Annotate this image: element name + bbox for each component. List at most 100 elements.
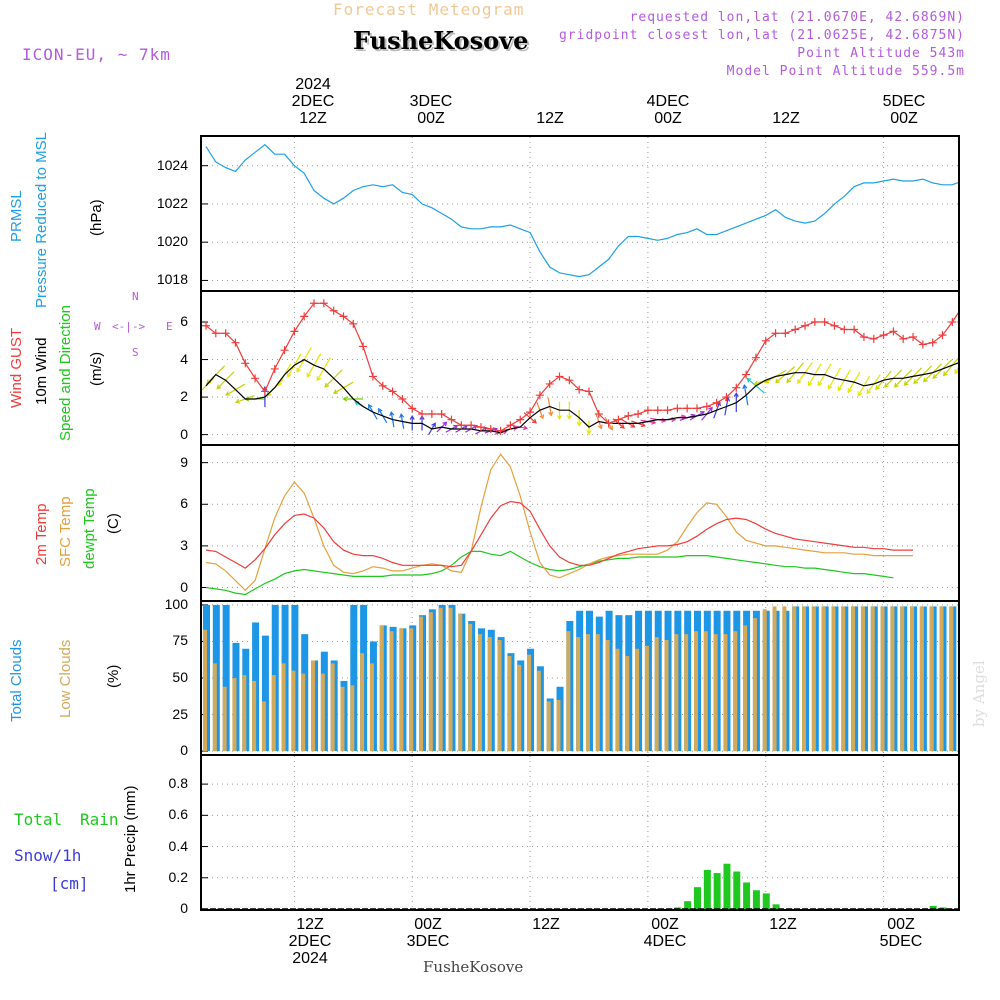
low-clouds-bar	[399, 628, 404, 752]
gust-marker	[840, 325, 849, 334]
precip-bar	[694, 887, 701, 909]
wind-arrow-head	[316, 376, 322, 382]
wind-arrow-head	[922, 377, 928, 383]
low-clouds-bar	[949, 606, 954, 752]
low-clouds-bar	[419, 616, 424, 752]
low-clouds-bar	[487, 637, 492, 752]
gust-marker	[869, 334, 878, 343]
gust-marker	[742, 370, 751, 379]
compass-arrows: <-|->	[112, 320, 146, 333]
wind-panel	[200, 290, 960, 446]
wind-arrow-head	[807, 381, 813, 387]
total-clouds-bar	[261, 635, 269, 752]
gust-marker	[751, 353, 760, 362]
gust-marker	[349, 319, 358, 328]
low-clouds-bar	[212, 663, 217, 752]
gust-marker	[693, 404, 701, 413]
gust-marker	[251, 374, 260, 383]
gust-marker	[663, 406, 672, 415]
low-clouds-bar	[644, 645, 649, 752]
wind-arrow-head	[699, 411, 705, 416]
precip-bar	[723, 863, 731, 909]
gust-marker	[820, 318, 829, 327]
wind-arrow-head	[586, 430, 592, 436]
low-clouds-bar	[203, 629, 207, 752]
low-clouds-bar	[379, 625, 384, 752]
gust-marker	[437, 409, 446, 418]
wind-arrow-head	[522, 425, 529, 431]
low-clouds-bar	[252, 680, 257, 752]
wind-arrow-head	[324, 382, 330, 388]
precip-bars	[674, 863, 947, 909]
model-point-altitude: Model Point Altitude 559.5m	[726, 64, 965, 79]
low-clouds-bar	[527, 654, 532, 752]
wind-arrow-head	[597, 424, 603, 430]
gust-marker	[388, 387, 397, 396]
gust-marker	[614, 415, 623, 424]
low-clouds-bar	[576, 637, 581, 752]
low-clouds-bar	[664, 640, 669, 752]
y-tick-label: 0.4	[168, 837, 188, 854]
grid	[202, 446, 958, 600]
wind-arrow-head	[206, 379, 212, 385]
y-tick-label: 0	[180, 578, 188, 595]
compass-n: N	[132, 290, 139, 303]
low-clouds-bar	[831, 606, 836, 752]
precip-bar	[684, 901, 692, 909]
low-clouds-label: Low Clouds	[57, 639, 74, 718]
precip-bar	[772, 904, 780, 909]
low-clouds-bar	[438, 607, 443, 752]
low-clouds-bar	[762, 609, 767, 752]
low-clouds-bar	[428, 612, 433, 752]
gust-marker	[555, 372, 564, 381]
gust-marker	[368, 372, 377, 381]
wind-arrow-head	[368, 403, 373, 409]
pressure-chart	[202, 137, 958, 290]
gust-marker	[722, 393, 731, 402]
y-tick-label: 0	[180, 742, 188, 759]
wind-arrow-head	[539, 414, 545, 420]
gust-marker	[319, 299, 328, 308]
low-clouds-bar	[939, 606, 944, 752]
gust-marker	[241, 359, 250, 368]
gust-marker	[378, 381, 387, 390]
gust-marker	[791, 325, 800, 334]
wind-arrow-head	[630, 423, 636, 428]
low-clouds-bar	[556, 699, 561, 752]
wind-arrow-head	[531, 418, 537, 424]
gust-marker	[486, 424, 495, 433]
dewpt-label: dewpt Temp	[81, 488, 98, 569]
low-clouds-bar	[232, 678, 237, 752]
low-clouds-bar	[919, 606, 924, 752]
gust-marker	[260, 387, 269, 396]
bottom-axis-label-2: 00Z 3DEC	[406, 916, 450, 950]
wind-arrow-head	[746, 377, 752, 383]
sfc-temp-line	[205, 453, 913, 592]
low-clouds-bar	[802, 606, 807, 752]
gust-marker	[801, 321, 810, 330]
precip-bar	[733, 871, 741, 909]
low-clouds-bar	[468, 623, 473, 752]
model-label: ICON-EU, ~ 7km	[22, 45, 171, 64]
low-clouds-bar	[723, 634, 728, 752]
grid	[202, 137, 958, 290]
bottom-axis-label-4: 00Z 4DEC	[643, 916, 687, 950]
y-tick-label: 9	[180, 453, 188, 470]
gust-marker	[231, 338, 240, 347]
wind-arrow-head	[442, 421, 448, 427]
precip-panel	[200, 754, 960, 911]
gust-marker	[634, 409, 643, 418]
low-clouds-bar	[340, 686, 345, 752]
low-clouds-bar	[605, 640, 610, 752]
gust-marker	[859, 333, 868, 342]
snow-label: Snow/1h	[14, 846, 82, 865]
wind-arrow-head	[608, 425, 613, 431]
gust-marker	[850, 325, 859, 334]
top-axis-label-1: 2024 2DEC 12Z	[291, 76, 335, 127]
temp2m-label: 2m Temp	[33, 503, 50, 565]
precip-bar	[939, 907, 947, 909]
y-tick-label: 4	[180, 350, 188, 367]
temp-unit: (C)	[105, 513, 122, 534]
wind-arrow-head	[216, 384, 222, 390]
low-clouds-bar	[311, 660, 316, 752]
